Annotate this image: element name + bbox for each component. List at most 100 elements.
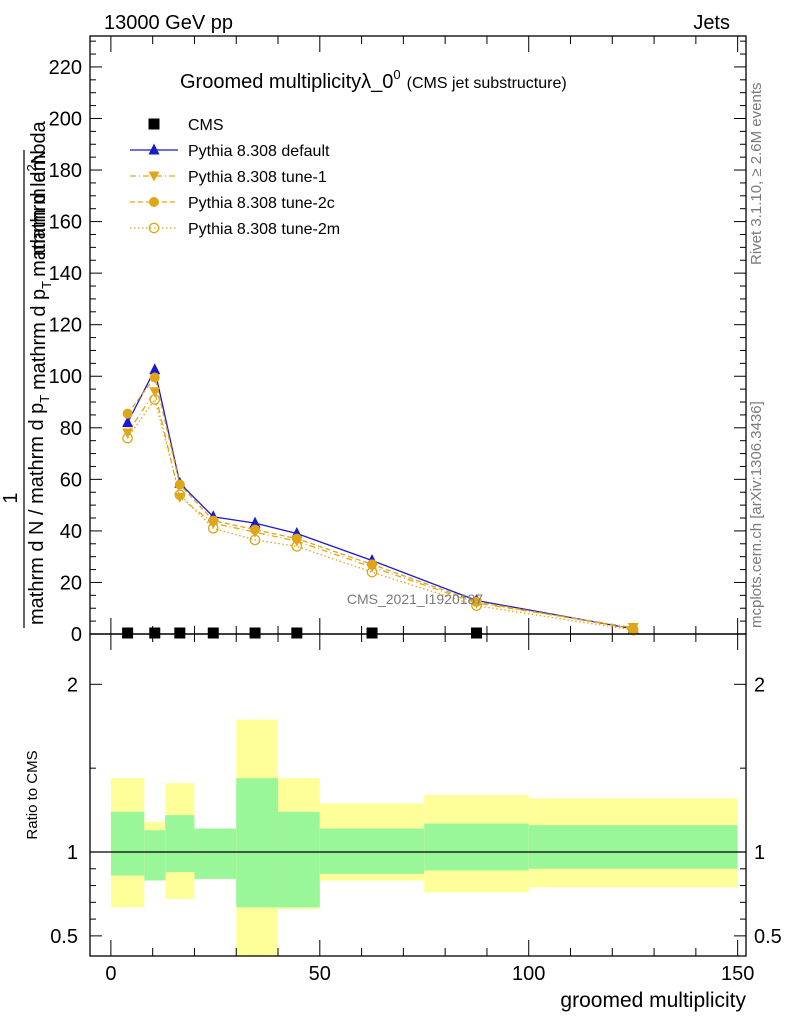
ylabel-den2-tail: mathrm d lambda (28, 120, 50, 276)
series-1-point-1 (149, 363, 161, 375)
main-y-tick-label-120: 120 (49, 315, 82, 337)
series-line-4 (127, 397, 634, 631)
ratio-y-tick-label-right-2: 2 (754, 674, 765, 696)
main-y-tick-label-0: 0 (71, 624, 82, 646)
legend-marker-1 (148, 143, 160, 155)
header-left: 13000 GeV pp (104, 12, 233, 34)
series-4-point-4 (249, 534, 261, 546)
legend-marker-4 (148, 222, 160, 234)
series-0 (122, 627, 482, 639)
ratio-inner-band-0 (110, 811, 145, 876)
series-line-3 (127, 376, 634, 630)
ylabel-den: mathrm d N / mathrm d pT (26, 395, 52, 625)
legend-marker-3 (149, 197, 159, 207)
ratio-y-tick-label-right-0: 0.5 (754, 926, 782, 948)
ylabel-den2: mathrm d pTmathrm d lambda (28, 120, 54, 390)
ylabel-num2-tail: N (28, 150, 50, 164)
series-3-point-6 (367, 559, 378, 570)
ylabel-num: 1 (0, 492, 22, 503)
ratio-y-tick-label-right-1: 1 (754, 842, 765, 864)
series-line-2 (127, 390, 634, 629)
x-tick-label-100: 100 (512, 963, 545, 985)
series-0-point-1 (149, 627, 161, 639)
series-3-point-5 (291, 533, 302, 544)
x-tick-label-50: 50 (309, 963, 331, 985)
series-3-point-4 (250, 524, 261, 535)
series-3-point-0 (122, 408, 133, 419)
ylabel-den-sub: T (37, 395, 52, 403)
series-3-point-1 (149, 372, 160, 383)
header-right: Jets (693, 12, 730, 34)
chart-title-sup: 0 (393, 67, 400, 82)
chart-title-main: Groomed multiplicityλ_0 (180, 71, 393, 93)
rivet-label: Rivet 3.1.10, ≥ 2.6M events (748, 83, 765, 266)
series-3-point-2 (174, 479, 185, 490)
ylabel-den2-main: mathrm d p (28, 289, 50, 390)
series-4-point-6 (366, 566, 378, 578)
main-y-tick-label-20: 20 (60, 572, 82, 594)
ratio-y-tick-label-0: 0.5 (50, 926, 78, 948)
main-y-tick-label-220: 220 (49, 57, 82, 79)
legend-label-0: CMS (188, 117, 224, 134)
series-4-point-8 (627, 624, 639, 636)
series-4-point-2 (174, 489, 186, 501)
series-line-1 (127, 367, 634, 630)
main-y-tick-label-80: 80 (60, 418, 82, 440)
ylabel-den2-sub: T (39, 281, 54, 289)
main-y-tick-label-200: 200 (49, 108, 82, 130)
ylabel-num2-main: mathrm d (28, 172, 50, 256)
main-y-tick-label-180: 180 (49, 160, 82, 182)
series-0-point-5 (291, 627, 303, 639)
ratio-y-label: Ratio to CMS (24, 750, 41, 839)
legend-label-1: Pythia 8.308 default (188, 143, 330, 160)
series-3-point-3 (208, 515, 219, 526)
ratio-inner-band-1 (144, 830, 166, 881)
main-y-tick-label-140: 140 (49, 263, 82, 285)
ratio-inner-band-2 (165, 815, 195, 873)
legend: CMS Pythia 8.308 default Pythia 8.308 tune… (130, 117, 340, 238)
series-0-point-2 (174, 627, 186, 639)
series-2-point-2 (174, 492, 186, 503)
series-0-point-0 (122, 627, 134, 639)
x-tick-label-150: 150 (721, 963, 754, 985)
main-y-tick-label-160: 160 (49, 212, 82, 234)
watermark-label: CMS_2021_I1920187 (347, 591, 483, 607)
main-y-tick-label-100: 100 (49, 366, 82, 388)
chart-subtitle: (CMS jet substructure) (407, 75, 567, 92)
series-4-point-0 (122, 432, 133, 444)
ratio-y-tick-label-1: 1 (67, 842, 78, 864)
series-0-point-3 (207, 627, 219, 639)
ratio-inner-band-5 (278, 811, 320, 908)
series-4-point-5 (291, 541, 303, 552)
ratio-inner-band-6 (319, 828, 425, 874)
series-0-point-4 (249, 627, 261, 639)
ylabel-num2-sup: 2 (24, 164, 39, 171)
ratio-y-tick-label-2: 2 (67, 674, 78, 696)
main-y-axis-label: 1 mathrm d N / mathrm d pT mathrm d2N ma… (0, 120, 54, 628)
ylabel-num2: mathrm d2N (24, 150, 50, 256)
series-4 (122, 394, 639, 636)
series-0-point-7 (470, 627, 482, 639)
main-plot: 0 20 40 60 80 100 120 140 160 180 200 220 CMS Pythia … (49, 35, 747, 646)
chart-title: Groomed multiplicityλ_00 (CMS jet substru… (180, 67, 567, 93)
ylabel-den-main: mathrm d N / mathrm d p (26, 403, 48, 625)
legend-label-2: Pythia 8.308 tune-1 (188, 169, 327, 186)
main-y-tick-label-40: 40 (60, 521, 82, 543)
legend-marker-0 (148, 118, 160, 130)
series-1-point-0 (122, 416, 134, 428)
ratio-inner-band-7 (424, 823, 529, 871)
series-4-point-7 (471, 600, 482, 611)
ratio-plot-frame (89, 633, 747, 957)
x-tick-label-0: 0 (105, 963, 116, 985)
series-1-point-4 (249, 516, 261, 528)
legend-marker-2 (148, 171, 160, 182)
ratio-inner-band-4 (236, 778, 279, 908)
x-axis-label: groomed multiplicity (560, 989, 746, 1012)
legend-label-4: Pythia 8.308 tune-2m (188, 221, 340, 238)
mcplots-label: mcplots.cern.ch [arXiv:1306.3436] (748, 401, 765, 628)
series-4-point-3 (207, 522, 219, 534)
legend-label-3: Pythia 8.308 tune-2c (188, 195, 335, 212)
ratio-inner-band-8 (528, 825, 738, 869)
